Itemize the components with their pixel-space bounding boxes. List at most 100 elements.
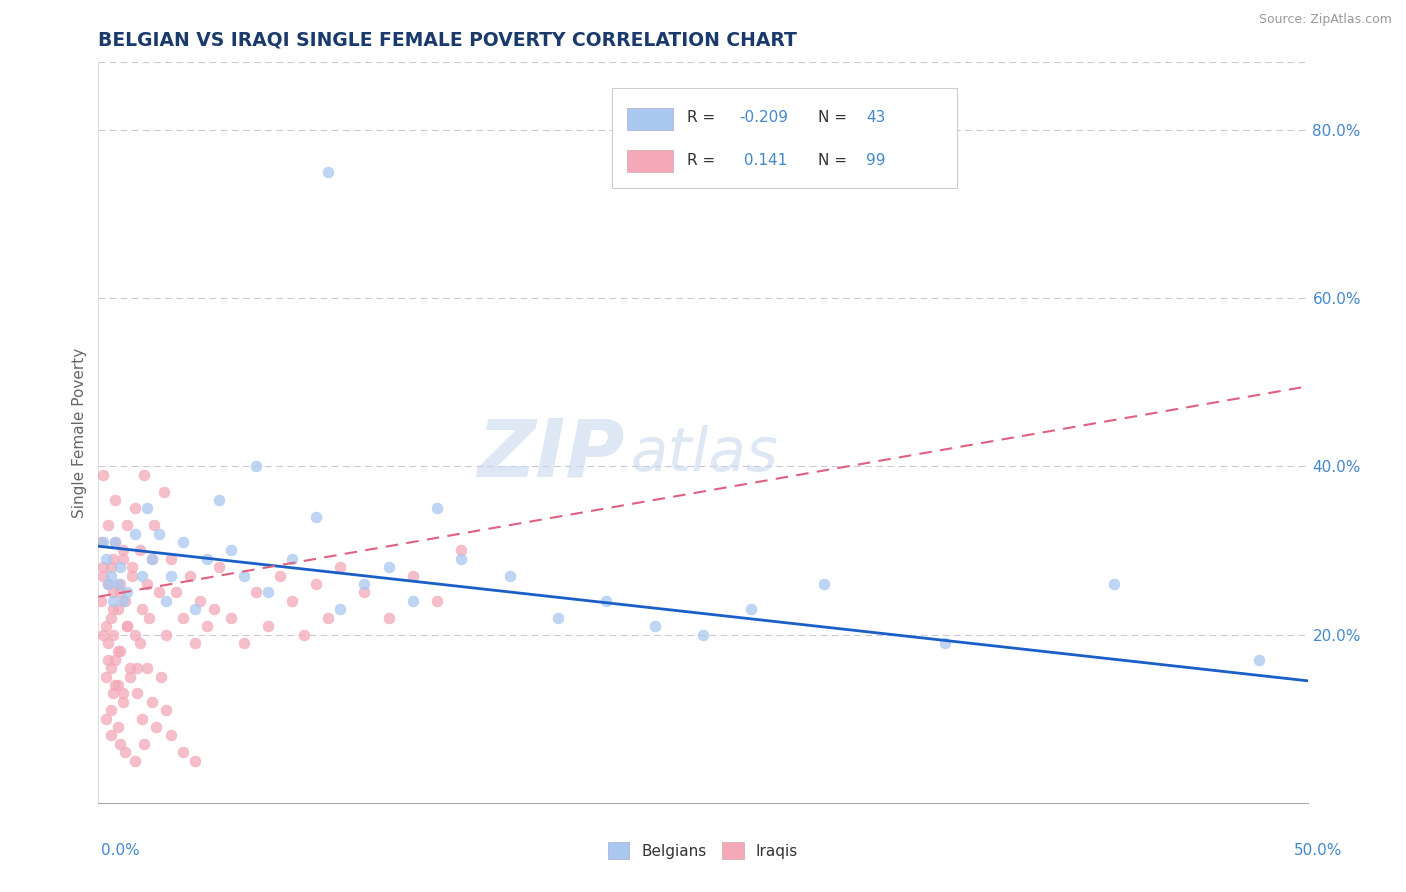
Point xyxy=(305,509,328,524)
Point xyxy=(134,737,156,751)
Point xyxy=(94,670,117,684)
Point xyxy=(195,619,218,633)
Bar xyxy=(627,108,673,130)
Point xyxy=(117,619,139,633)
Point xyxy=(281,551,304,566)
Point xyxy=(101,627,124,641)
Point xyxy=(134,467,156,482)
Point xyxy=(104,678,127,692)
Point xyxy=(104,535,127,549)
Point xyxy=(195,551,218,566)
Point xyxy=(127,686,149,700)
Point xyxy=(91,627,114,641)
Point xyxy=(108,577,131,591)
Point xyxy=(118,670,141,684)
Point xyxy=(117,619,139,633)
Point xyxy=(160,551,183,566)
Point xyxy=(292,627,315,641)
Point xyxy=(97,577,120,591)
Bar xyxy=(627,150,673,172)
Text: 50.0%: 50.0% xyxy=(1295,843,1343,858)
Point xyxy=(94,712,117,726)
Point xyxy=(91,535,114,549)
Point xyxy=(100,610,122,624)
Point xyxy=(91,560,114,574)
Point xyxy=(90,535,112,549)
Point xyxy=(94,619,117,633)
Text: 0.0%: 0.0% xyxy=(101,843,141,858)
Text: 0.141: 0.141 xyxy=(740,153,787,168)
Point xyxy=(426,594,449,608)
Point xyxy=(141,551,163,566)
Text: R =: R = xyxy=(688,153,720,168)
Point xyxy=(100,661,122,675)
Point xyxy=(101,594,124,608)
Point xyxy=(143,518,166,533)
Point xyxy=(305,577,328,591)
Point xyxy=(104,653,127,667)
Point xyxy=(184,636,207,650)
Point xyxy=(232,568,254,582)
Point xyxy=(172,745,194,759)
Point xyxy=(316,165,339,179)
Text: ZIP: ZIP xyxy=(477,416,624,494)
Point xyxy=(145,720,167,734)
Point xyxy=(152,484,174,499)
Point xyxy=(107,644,129,658)
Point xyxy=(121,560,143,574)
Point xyxy=(131,568,153,582)
Point xyxy=(124,627,146,641)
Point xyxy=(100,729,122,743)
Point xyxy=(155,627,177,641)
Point xyxy=(91,467,114,482)
Point xyxy=(131,712,153,726)
Point xyxy=(107,720,129,734)
Point xyxy=(141,695,163,709)
Point xyxy=(135,501,157,516)
Point xyxy=(498,568,520,582)
Point xyxy=(402,594,425,608)
Point xyxy=(353,585,375,599)
Point xyxy=(155,594,177,608)
Point xyxy=(377,560,399,574)
Point xyxy=(100,568,122,582)
Point xyxy=(155,703,177,717)
Point xyxy=(124,754,146,768)
Point xyxy=(179,568,201,582)
FancyBboxPatch shape xyxy=(613,88,957,188)
Point xyxy=(172,610,194,624)
Point xyxy=(94,551,117,566)
Point xyxy=(208,492,231,507)
Point xyxy=(128,543,150,558)
Point xyxy=(128,636,150,650)
Point xyxy=(245,585,267,599)
Point xyxy=(108,737,131,751)
Point xyxy=(692,627,714,641)
Text: atlas: atlas xyxy=(630,425,779,484)
Point xyxy=(107,602,129,616)
Point xyxy=(353,577,375,591)
Point xyxy=(104,492,127,507)
Point xyxy=(127,661,149,675)
Point xyxy=(121,568,143,582)
Point xyxy=(160,729,183,743)
Point xyxy=(124,501,146,516)
Point xyxy=(281,594,304,608)
Point xyxy=(100,560,122,574)
Point xyxy=(108,585,131,599)
Point xyxy=(150,670,173,684)
Point xyxy=(934,636,956,650)
Text: R =: R = xyxy=(688,111,720,126)
Point xyxy=(245,459,267,474)
Point xyxy=(100,703,122,717)
Point xyxy=(107,678,129,692)
Point xyxy=(111,594,134,608)
Point xyxy=(256,619,278,633)
Text: -0.209: -0.209 xyxy=(740,111,789,126)
Point xyxy=(118,661,141,675)
Point xyxy=(135,577,157,591)
Point xyxy=(114,745,136,759)
Point xyxy=(160,568,183,582)
Point xyxy=(740,602,762,616)
Point xyxy=(111,686,134,700)
